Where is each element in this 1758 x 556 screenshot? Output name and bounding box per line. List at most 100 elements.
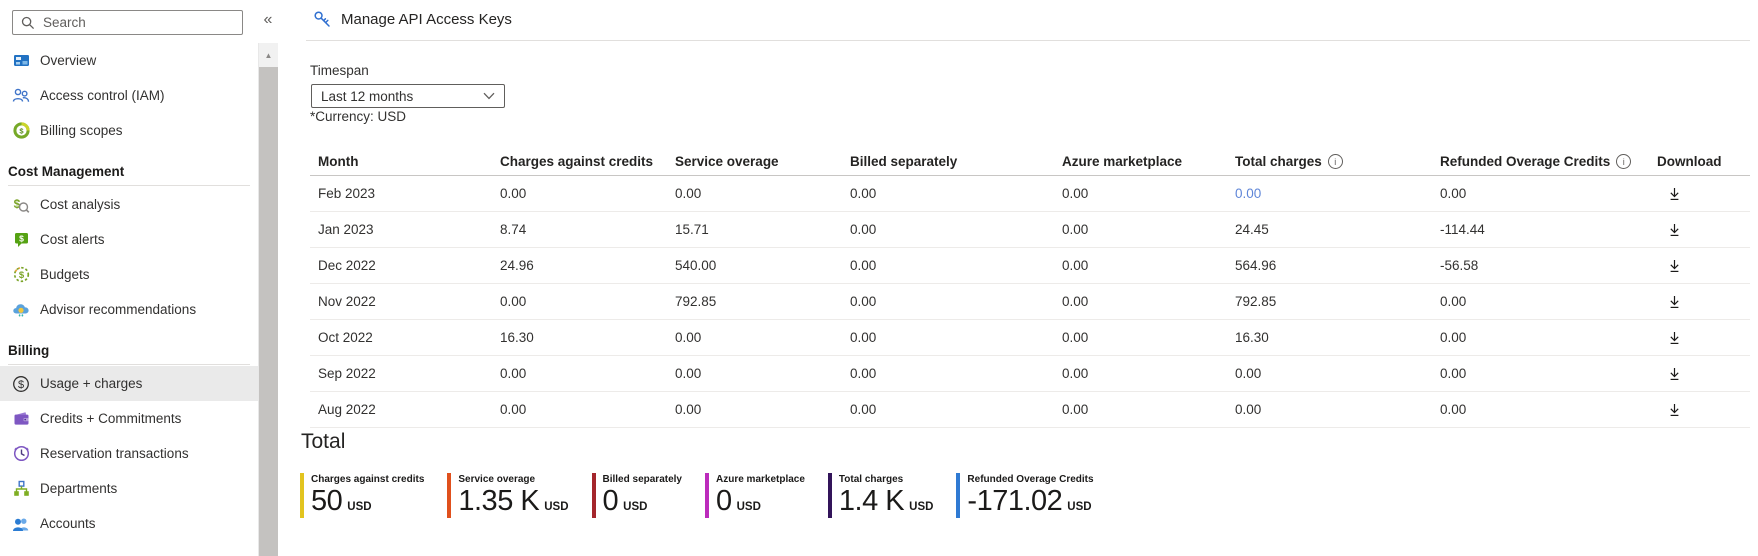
table-row: Sep 2022 0.00 0.00 0.00 0.00 0.00 0.00 (310, 356, 1750, 392)
billing-scopes-icon: $ (12, 122, 30, 140)
download-button[interactable] (1667, 366, 1683, 382)
download-button[interactable] (1667, 330, 1683, 346)
download-icon (1667, 366, 1682, 382)
sidebar-item-credits-commitments[interactable]: Credits + Commitments (0, 401, 258, 436)
cell-charges-against-credits: 0.00 (500, 294, 527, 309)
sidebar-item-overview[interactable]: Overview (0, 43, 258, 78)
overview-icon (12, 52, 30, 70)
access-control-icon (12, 87, 30, 105)
sidebar-item-budgets[interactable]: $ Budgets (0, 257, 258, 292)
cell-download (1649, 212, 1750, 247)
cell-refunded-overage-credits: 0.00 (1440, 186, 1467, 201)
info-icon[interactable]: i (1616, 154, 1632, 169)
sidebar-item-cost-analysis[interactable]: $ Cost analysis (12, 196, 121, 214)
download-button[interactable] (1667, 222, 1683, 238)
cell-azure-marketplace: 0.00 (1062, 258, 1089, 273)
svg-text:$: $ (18, 270, 24, 281)
cell-billed-separately: 0.00 (850, 294, 877, 309)
cell-month: Sep 2022 (318, 366, 376, 381)
download-icon (1667, 186, 1682, 202)
section-header-cost-management: Cost Management (8, 164, 125, 179)
cell-billed-separately: 0.00 (850, 186, 877, 201)
download-icon (1667, 258, 1682, 274)
key-icon (313, 10, 332, 29)
sidebar-item-access-control-iam[interactable]: Access control (IAM) (0, 78, 258, 113)
collapse-sidebar-button[interactable]: « (256, 8, 280, 32)
cell-total-charges: 0.00 (1235, 402, 1262, 417)
download-icon (1667, 402, 1682, 418)
reservation-icon (12, 445, 30, 463)
cell-azure-marketplace: 0.00 (1062, 222, 1089, 237)
cell-charges-against-credits: 24.96 (500, 258, 534, 273)
timespan-dropdown[interactable]: Last 12 months (311, 84, 505, 108)
total-tile-azure-marketplace: Azure marketplace 0 USD (704, 473, 805, 518)
tile-color-bar (300, 473, 304, 518)
download-button[interactable] (1667, 186, 1683, 202)
search-input[interactable] (41, 14, 242, 31)
column-header-service-overage: Service overage (675, 154, 779, 169)
cell-charges-against-credits: 8.74 (500, 222, 527, 237)
cell-month: Dec 2022 (318, 258, 376, 273)
svg-text:$: $ (19, 126, 24, 135)
sidebar-item-billing-scopes[interactable]: $ Billing scopes (0, 113, 258, 148)
sidebar-scrollbar[interactable]: ▲ (258, 43, 278, 556)
scroll-up-icon[interactable]: ▲ (264, 50, 273, 60)
info-icon[interactable]: i (1327, 154, 1343, 169)
cell-total-charges: 792.85 (1235, 294, 1277, 309)
total-tile-service-overage: Service overage 1.35 K USD (447, 473, 569, 518)
table-row: Nov 2022 0.00 792.85 0.00 0.00 792.85 0.… (310, 284, 1750, 320)
cell-total-charges: 16.30 (1235, 330, 1269, 345)
cell-month: Jan 2023 (318, 222, 374, 237)
budgets-icon: $ (12, 266, 30, 284)
sidebar-item-accounts[interactable]: Accounts (0, 506, 258, 541)
cell-service-overage: 0.00 (675, 330, 702, 345)
sidebar-nav: Overview Access control (IAM) $ Billing … (0, 43, 258, 541)
total-tile-charges-against-credits: Charges against credits 50 USD (300, 473, 424, 518)
sidebar-section-general: Overview Access control (IAM) $ Billing … (0, 43, 258, 148)
cell-total-charges-link[interactable]: 0.00 (1235, 186, 1262, 201)
cost-analysis-icon: $ (12, 196, 30, 214)
cell-charges-against-credits: 0.00 (500, 186, 527, 201)
tile-color-bar (827, 473, 832, 518)
cell-download (1649, 356, 1750, 391)
page-title: Manage API Access Keys (341, 11, 512, 28)
header-divider (306, 40, 1750, 41)
download-button[interactable] (1667, 402, 1683, 418)
cell-azure-marketplace: 0.00 (1062, 294, 1089, 309)
svg-text:$: $ (18, 379, 24, 391)
sidebar-item-usage-charges[interactable]: $ Usage + charges (0, 366, 258, 401)
sidebar-item-departments[interactable]: Departments (0, 471, 258, 506)
sidebar-item-reservation-transactions[interactable]: Reservation transactions (0, 436, 258, 471)
scrollbar-thumb[interactable] (259, 67, 278, 556)
sidebar-item-advisor-recommendations[interactable]: Advisor recommendations (0, 292, 258, 327)
total-heading: Total (301, 430, 346, 453)
table-row: Oct 2022 16.30 0.00 0.00 0.00 16.30 0.00 (310, 320, 1750, 356)
tile-color-bar (447, 473, 452, 518)
cell-refunded-overage-credits: 0.00 (1440, 330, 1467, 345)
total-tile-total-charges: Total charges 1.4 K USD (827, 473, 933, 518)
cell-charges-against-credits: 16.30 (500, 330, 534, 345)
column-header-charges-against-credits: Charges against credits (500, 154, 654, 169)
table-row: Jan 2023 8.74 15.71 0.00 0.00 24.45 -114… (310, 212, 1750, 248)
column-header-azure-marketplace: Azure marketplace (1062, 154, 1183, 169)
tile-color-bar (956, 473, 961, 518)
cell-refunded-overage-credits: 0.00 (1440, 366, 1467, 381)
download-button[interactable] (1667, 258, 1683, 274)
sidebar-search[interactable] (12, 10, 243, 35)
download-icon (1667, 222, 1682, 238)
sidebar-section-cost-management: Cost Management $ Cost analysis $ Cost a… (0, 158, 258, 327)
cell-service-overage: 792.85 (675, 294, 717, 309)
download-button[interactable] (1667, 294, 1683, 310)
cell-azure-marketplace: 0.00 (1062, 186, 1089, 201)
column-header-download: Download (1657, 154, 1722, 169)
total-tiles: Charges against credits 50 USD Service o… (300, 473, 1094, 518)
currency-note: *Currency: USD (310, 109, 407, 124)
sidebar-item-cost-alerts[interactable]: $ Cost alerts (0, 222, 258, 257)
table-row: Aug 2022 0.00 0.00 0.00 0.00 0.00 0.00 (310, 392, 1750, 428)
cell-azure-marketplace: 0.00 (1062, 330, 1089, 345)
advisor-icon (12, 301, 30, 319)
cell-total-charges: 564.96 (1235, 258, 1277, 273)
cell-charges-against-credits: 0.00 (500, 402, 527, 417)
cell-download (1649, 284, 1750, 319)
download-icon (1667, 294, 1682, 310)
